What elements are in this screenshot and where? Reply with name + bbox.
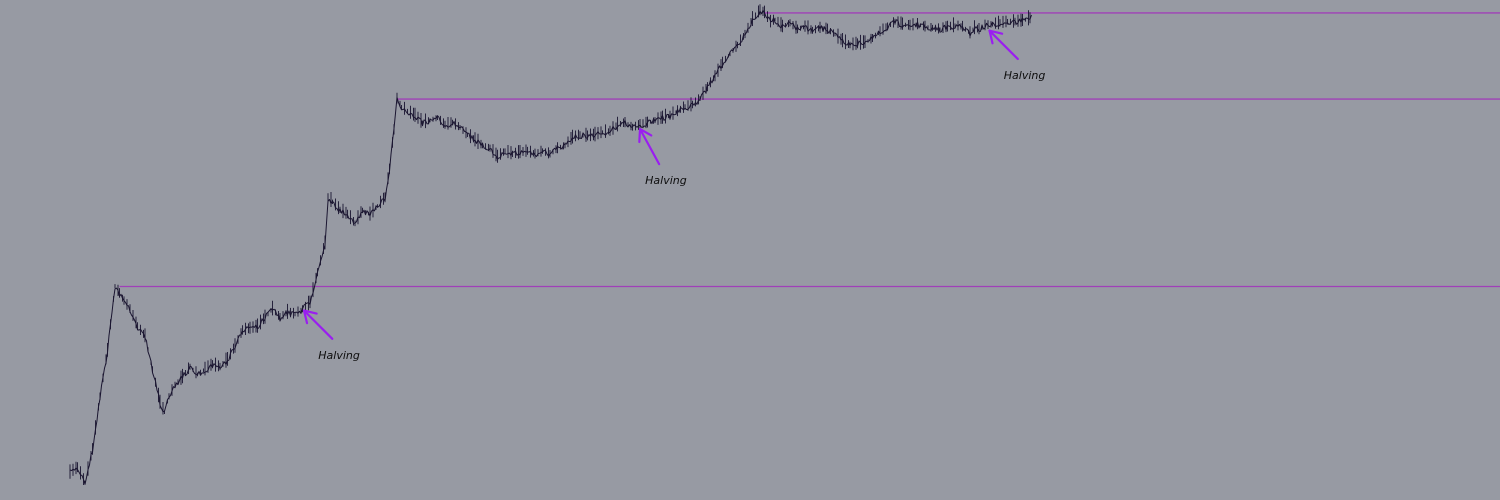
halving-annotations: Halving Halving Halving (302, 29, 1046, 362)
halving-label: Halving (318, 349, 360, 362)
halving-label: Halving (1004, 69, 1046, 82)
halving-arrow-head (638, 127, 653, 144)
halving-arrow-head (302, 309, 318, 325)
halving-arrow (302, 309, 334, 340)
halving-arrow (638, 127, 661, 166)
reference-levels (119, 12, 1500, 288)
halving-arrow-head (988, 29, 1004, 45)
halving-arrow (988, 29, 1019, 61)
price-line (69, 9, 1032, 485)
price-series (69, 4, 1032, 485)
halving-label: Halving (645, 174, 687, 187)
